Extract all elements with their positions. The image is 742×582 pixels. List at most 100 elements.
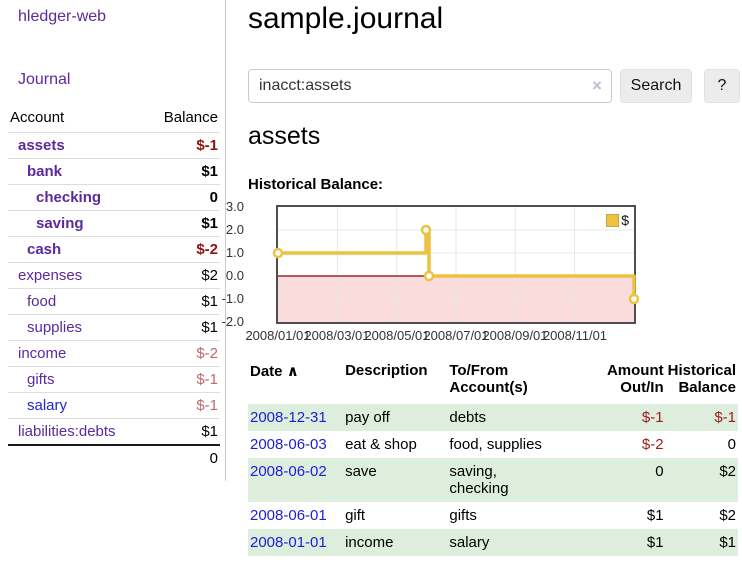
account-link-salary[interactable]: salary (27, 397, 68, 414)
page-title: sample.journal (248, 2, 444, 35)
chart-plot-area: $ (272, 205, 640, 324)
column-header-accounts: To/From Account(s) (449, 362, 528, 396)
transactions-header-row: Date ∧ Description To/From Account(s) Am… (248, 360, 738, 404)
transaction-description: income (345, 534, 394, 551)
account-balance: $1 (145, 288, 220, 315)
date-header-label: Date (250, 363, 283, 380)
data-point-markers (272, 224, 640, 305)
transaction-description: gift (345, 507, 366, 524)
account-balance: $-1 (145, 366, 220, 393)
account-row: salary $-1 (8, 392, 220, 419)
app-brand-link[interactable]: hledger-web (18, 8, 107, 25)
chart-title: Historical Balance: (248, 176, 384, 193)
account-row: supplies $1 (8, 314, 220, 341)
account-row: liabilities:debts $1 (8, 418, 220, 445)
account-heading: assets (248, 122, 321, 150)
transaction-accounts: gifts (449, 507, 477, 524)
transaction-date-link[interactable]: 2008-06-02 (250, 463, 327, 480)
transaction-date-link[interactable]: 2008-06-01 (250, 507, 327, 524)
account-link-expenses[interactable]: expenses (18, 267, 83, 284)
account-balance: $1 (145, 210, 220, 237)
account-balance: $-2 (145, 340, 220, 367)
transaction-accounts: saving, checking (449, 463, 509, 497)
transaction-row: 2008-06-03 eat & shop food, supplies $-2… (248, 431, 738, 458)
clear-search-icon[interactable]: × (592, 76, 602, 95)
historical-balance-chart: $ 3.0 2.0 1.0 0.0 -1.0 -2.0 2008/01/01 2… (222, 200, 742, 345)
chart-canvas (272, 207, 640, 322)
accounts-header-row: Account Balance (8, 106, 220, 133)
x-tick-label: 2008/01/01 (245, 328, 311, 343)
account-link-supplies[interactable]: supplies (27, 319, 83, 336)
transaction-date-link[interactable]: 2008-01-01 (250, 534, 327, 551)
accounts-total-row: 0 (8, 444, 220, 471)
account-link-cash[interactable]: cash (27, 241, 62, 258)
x-tick-label: 2008/09/01 (482, 328, 548, 343)
account-link-saving[interactable]: saving (36, 215, 84, 232)
transaction-balance: $1 (719, 534, 736, 551)
transaction-amount: 0 (655, 463, 664, 480)
transaction-date-link[interactable]: 2008-06-03 (250, 436, 327, 453)
transaction-description: pay off (345, 409, 390, 426)
transaction-balance: $2 (719, 507, 736, 524)
transaction-accounts: food, supplies (449, 436, 542, 453)
transaction-row: 2008-06-02 save saving, checking 0 $2 (248, 458, 738, 502)
search-button[interactable]: Search (620, 69, 692, 103)
transaction-row: 2008-06-01 gift gifts $1 $2 (248, 502, 738, 529)
column-header-description: Description (345, 362, 428, 379)
transaction-balance: $2 (719, 463, 736, 480)
legend-swatch-icon (606, 213, 620, 227)
legend-label: $ (621, 212, 629, 228)
account-row: food $1 (8, 288, 220, 315)
transaction-amount: $1 (646, 534, 664, 551)
account-link-checking[interactable]: checking (36, 189, 102, 206)
account-row: bank $1 (8, 158, 220, 185)
sidebar: hledger-web Journal Account Balance asse… (0, 0, 226, 481)
transaction-description: eat & shop (345, 436, 417, 453)
account-balance: $1 (145, 158, 220, 185)
account-row: income $-2 (8, 340, 220, 367)
y-tick-label: -1.0 (221, 291, 244, 306)
x-tick-label: 2008/07/01 (423, 328, 489, 343)
help-button[interactable]: ? (704, 69, 740, 103)
accounts-table: Account Balance assets $-1 bank $1 check… (8, 106, 220, 471)
account-balance: $1 (145, 314, 220, 341)
column-header-date[interactable]: Date ∧ (248, 360, 343, 404)
account-link-bank[interactable]: bank (27, 163, 63, 180)
accounts-header-account: Account (10, 109, 65, 126)
column-header-amount: Amount Out/In (606, 362, 664, 396)
account-link-assets[interactable]: assets (18, 137, 65, 154)
account-row: assets $-1 (8, 132, 220, 159)
transaction-balance: $-1 (714, 409, 736, 426)
chart-legend: $ (606, 212, 629, 228)
y-tick-label: 3.0 (225, 199, 244, 214)
account-link-liabilities-debts[interactable]: liabilities:debts (18, 423, 116, 440)
transaction-amount: $1 (646, 507, 664, 524)
sidebar-item-journal[interactable]: Journal (18, 71, 71, 88)
search-form: × Search ? (248, 69, 742, 103)
account-row: checking 0 (8, 184, 220, 211)
accounts-total-value: 0 (145, 444, 220, 471)
account-balance: $1 (145, 418, 220, 445)
transaction-date-link[interactable]: 2008-12-31 (250, 409, 327, 426)
transaction-accounts: debts (449, 409, 487, 426)
search-input[interactable] (248, 69, 612, 103)
transaction-accounts: salary (449, 534, 490, 551)
transaction-row: 2008-01-01 income salary $1 $1 (248, 529, 738, 556)
account-balance: 0 (145, 184, 220, 211)
account-balance: $-2 (145, 236, 220, 263)
transaction-row: 2008-12-31 pay off debts $-1 $-1 (248, 404, 738, 431)
account-row: saving $1 (8, 210, 220, 237)
transaction-balance: 0 (727, 436, 736, 453)
account-link-income[interactable]: income (18, 345, 67, 362)
x-tick-label: 2008/05/01 (364, 328, 430, 343)
account-link-gifts[interactable]: gifts (27, 371, 55, 388)
x-tick-label: 2008/03/01 (304, 328, 370, 343)
sort-ascending-icon: ∧ (286, 363, 299, 380)
transaction-amount: $-2 (641, 436, 664, 453)
transaction-description: save (345, 463, 377, 480)
y-tick-label: 2.0 (225, 222, 244, 237)
account-balance: $2 (145, 262, 220, 289)
account-link-food[interactable]: food (27, 293, 57, 310)
y-tick-label: 1.0 (225, 245, 244, 260)
account-row: cash $-2 (8, 236, 220, 263)
